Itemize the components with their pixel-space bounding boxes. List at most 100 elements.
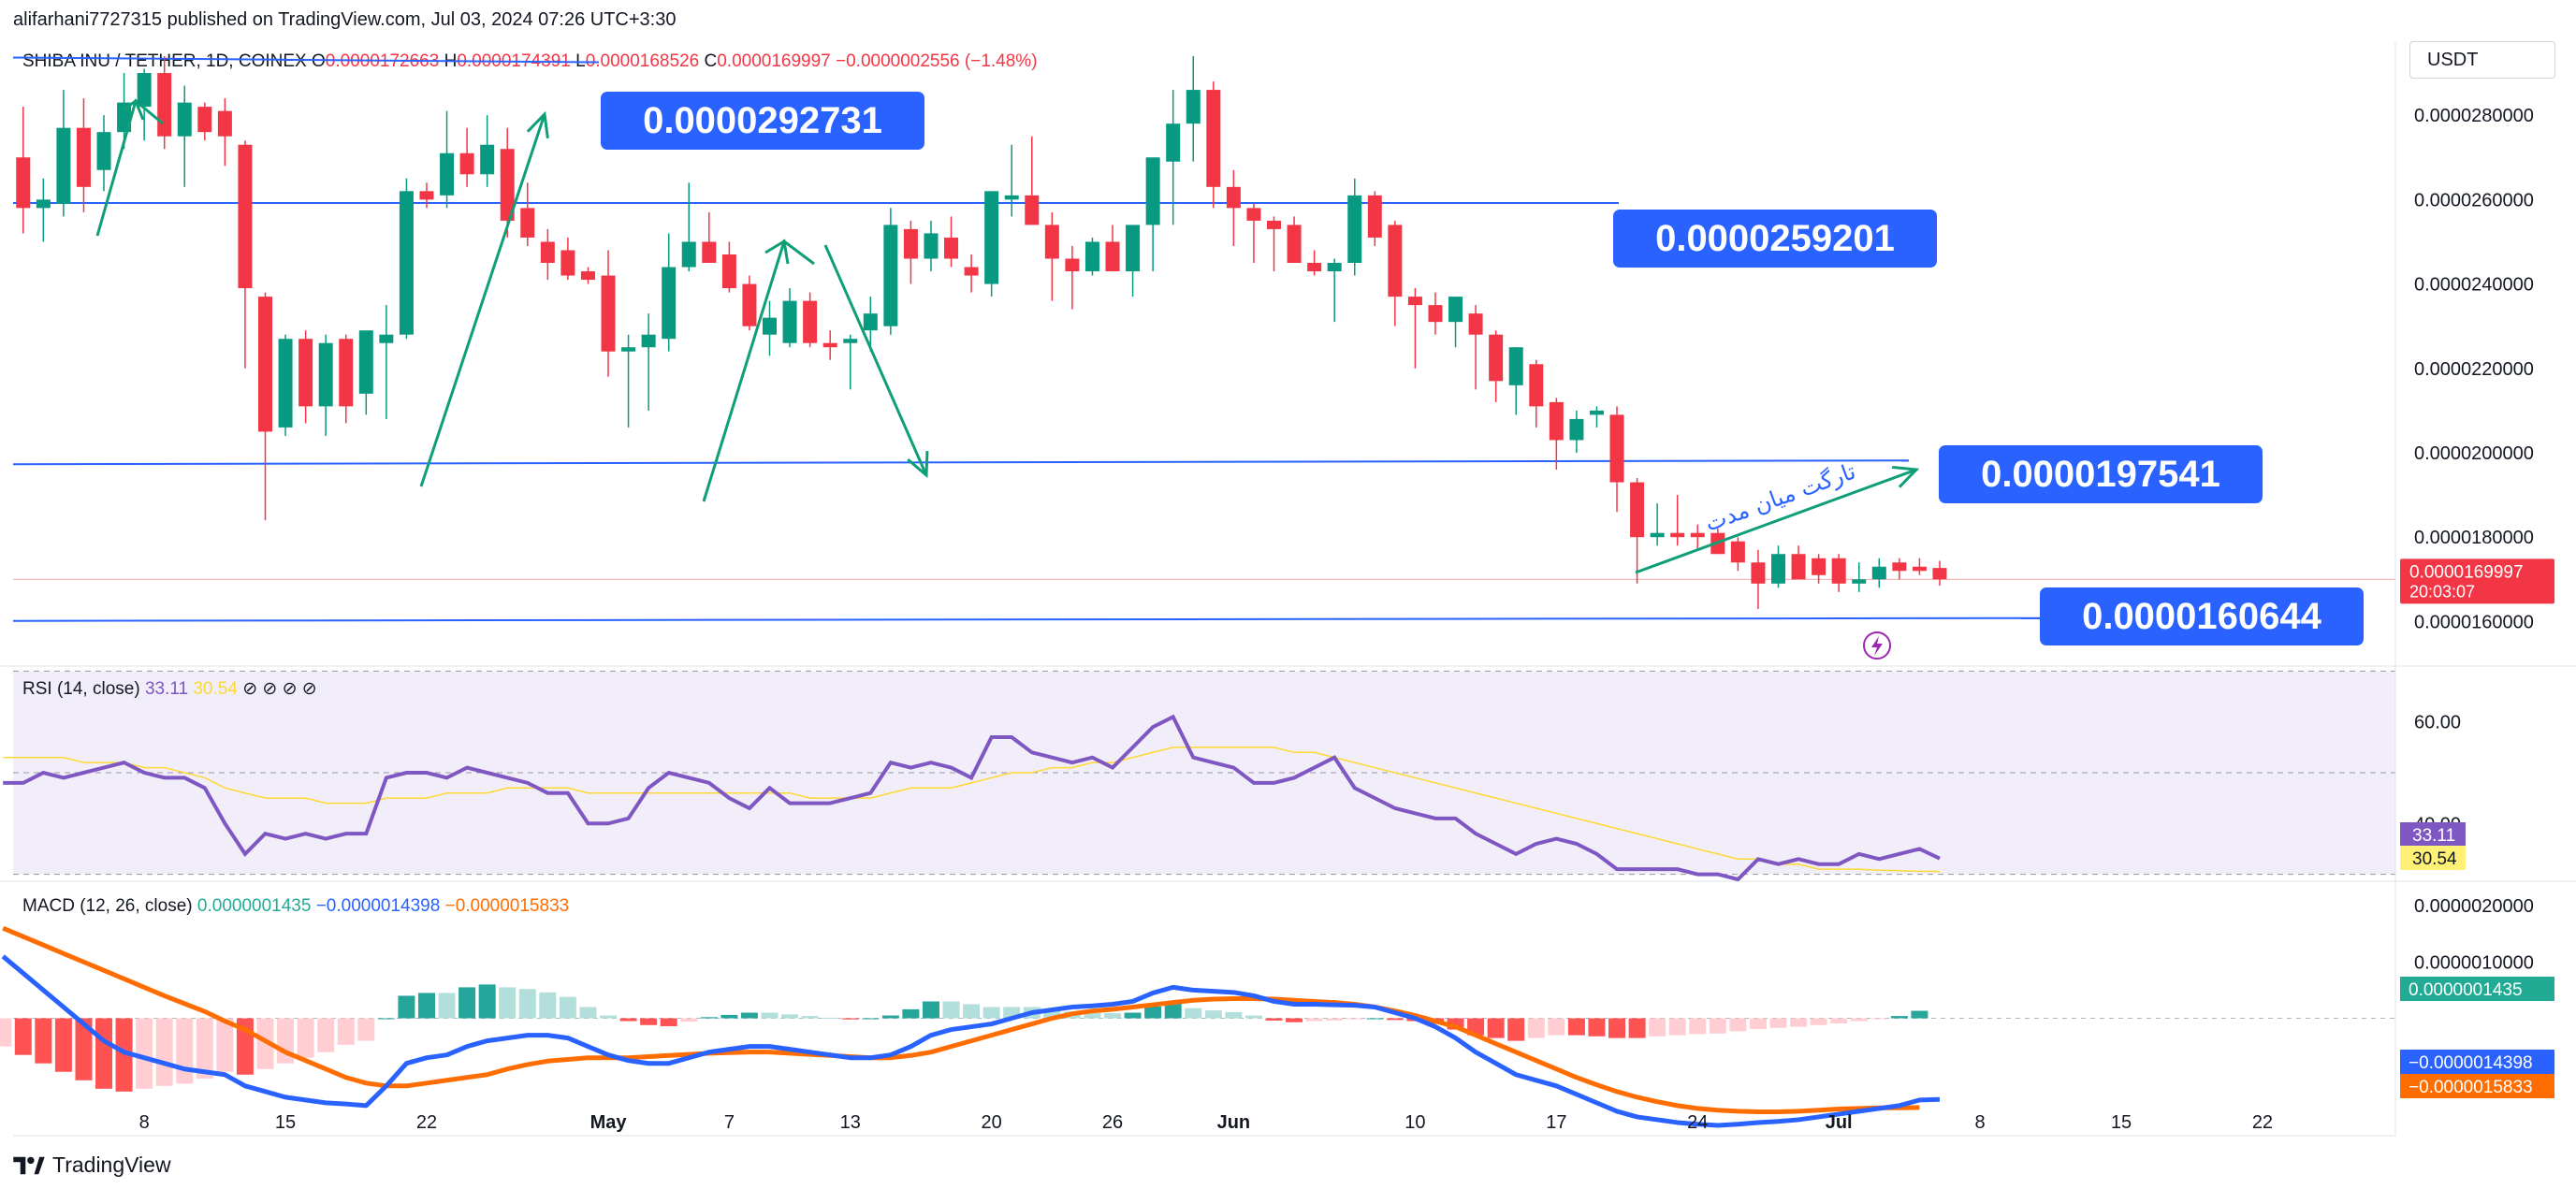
candle-body — [1589, 410, 1604, 415]
trend-arrow-head — [764, 239, 790, 265]
macd-histogram-bar — [1527, 1018, 1545, 1038]
candle-body — [1065, 258, 1080, 272]
candle-body — [984, 191, 999, 284]
macd-histogram-bar — [1649, 1018, 1666, 1037]
candle — [1065, 245, 1080, 310]
macd-histogram-bar — [256, 1018, 274, 1069]
macd-value-badge — [2400, 1074, 2554, 1098]
rsi-ma-value: 30.54 — [193, 679, 242, 699]
candle — [76, 98, 91, 212]
footer-brand-text: TradingView — [52, 1153, 171, 1177]
trend-arrow-head — [526, 110, 549, 138]
candle-body — [258, 297, 272, 432]
footer-brand[interactable]: TradingView — [13, 1153, 171, 1178]
candle-body — [1730, 541, 1745, 563]
candle-body — [157, 73, 172, 137]
rsi-legend: RSI (14, close) 33.11 30.54 ⊘ ⊘ ⊘ ⊘ — [22, 679, 317, 699]
time-axis-label: May — [590, 1112, 628, 1133]
macd-histogram-bar — [1769, 1018, 1787, 1028]
rsi-series-line — [3, 714, 1941, 882]
candle-body — [1529, 364, 1544, 407]
candle-body — [903, 228, 918, 259]
candle — [1428, 292, 1443, 335]
macd-histogram-bar — [1305, 1018, 1323, 1022]
candle — [1206, 81, 1221, 209]
macd-histogram-bar — [881, 1015, 899, 1019]
candle-body — [560, 250, 575, 276]
candle-body — [924, 233, 939, 259]
candle-body — [1347, 195, 1362, 264]
macd-histogram-bar — [1507, 1018, 1525, 1041]
candle — [803, 292, 818, 348]
currency-select-button[interactable]: USDT — [2409, 41, 2555, 79]
macd-histogram-bar — [1608, 1018, 1626, 1038]
candle — [1267, 216, 1281, 272]
macd-histogram-bar — [1850, 1018, 1868, 1022]
macd-histogram-bar — [377, 1018, 395, 1020]
candle — [702, 211, 717, 264]
macd-histogram-bar — [942, 1001, 960, 1019]
candle — [16, 107, 31, 234]
macd-histogram-bar — [720, 1014, 738, 1019]
candle-body — [440, 152, 455, 196]
candle — [1751, 549, 1766, 609]
candle-body — [339, 339, 354, 407]
macd-histogram-bar — [1104, 1013, 1122, 1019]
macd-histogram-bar — [115, 1018, 133, 1092]
candle — [580, 267, 595, 284]
candle-body — [721, 254, 736, 289]
macd-histogram-bar — [1628, 1018, 1646, 1038]
price-axis-label: 0.0000220000 — [2414, 359, 2534, 380]
candle-body — [1852, 579, 1867, 584]
price-axis-label: 0.0000280000 — [2414, 106, 2534, 126]
macd-histogram-bar — [1386, 1018, 1404, 1021]
candle — [1912, 558, 1927, 575]
macd-histogram-bar — [1911, 1010, 1928, 1019]
candle — [924, 220, 939, 272]
candle — [883, 208, 898, 335]
macd-value: −0.0000015833 — [445, 896, 570, 916]
macd-value-badge-label: −0.0000015833 — [2409, 1078, 2533, 1097]
trend-arrow — [823, 244, 928, 476]
candle-body — [1166, 123, 1181, 162]
macd-histogram-bar — [478, 984, 496, 1019]
annotation-text: تارگت میان مدت — [1701, 458, 1858, 537]
macd-histogram-bar — [600, 1015, 618, 1019]
candle — [500, 127, 515, 238]
candle-body — [843, 339, 858, 343]
macd-histogram-bar — [700, 1017, 718, 1019]
macd-series-line — [1, 954, 1941, 1128]
candle — [641, 313, 656, 411]
rsi-value-badge — [2400, 846, 2466, 870]
candle — [339, 334, 354, 424]
time-axis-label: 22 — [2252, 1112, 2273, 1133]
candle — [1105, 225, 1120, 272]
candle — [278, 334, 293, 436]
candle — [1609, 406, 1624, 513]
support-line — [12, 459, 1910, 466]
candle-body — [56, 127, 71, 204]
candle — [621, 334, 636, 428]
candle-body — [822, 342, 837, 348]
price-callout: 0.0000292731 — [601, 92, 924, 150]
time-axis-label: 7 — [724, 1112, 735, 1133]
macd-histogram-bar — [317, 1018, 335, 1052]
candle-body — [76, 127, 91, 187]
time-axis-label: 22 — [416, 1112, 437, 1133]
macd-histogram-bar — [862, 1018, 880, 1020]
time-axis-label: 8 — [1975, 1112, 1986, 1133]
candle-body — [1630, 482, 1645, 538]
candle-body — [580, 271, 595, 281]
ohlc-change: −0.0000002556 (−1.48%) — [836, 51, 1038, 71]
candle — [984, 191, 999, 297]
candle-body — [1044, 225, 1059, 259]
candle — [964, 254, 979, 293]
macd-histogram-bar — [1709, 1018, 1726, 1034]
price-callout: 0.0000259201 — [1613, 210, 1937, 268]
candle — [1932, 560, 1947, 587]
candle-body — [1892, 562, 1907, 572]
candle-body — [803, 300, 818, 343]
